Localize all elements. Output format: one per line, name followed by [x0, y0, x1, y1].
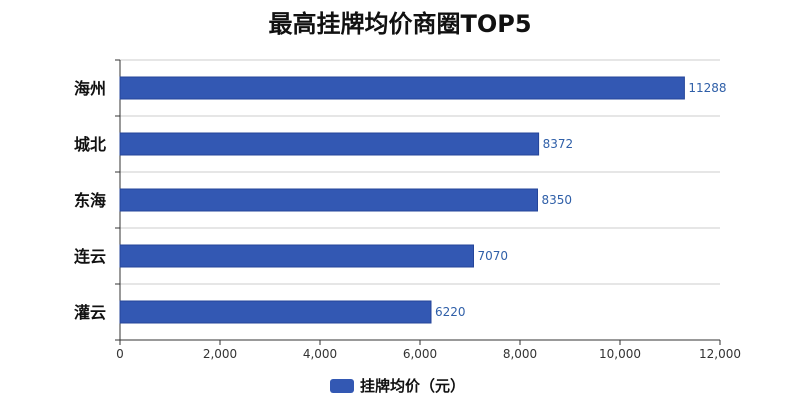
x-tick-label: 0 — [116, 347, 124, 361]
x-tick-label: 10,000 — [599, 347, 641, 361]
data-label: 8350 — [542, 193, 573, 207]
category-label: 海州 — [74, 79, 106, 98]
category-label: 连云 — [74, 247, 106, 266]
category-label: 城北 — [74, 135, 106, 154]
x-tick-label: 6,000 — [403, 347, 437, 361]
data-label: 11288 — [688, 81, 726, 95]
legend-label: 挂牌均价（元） — [360, 377, 465, 395]
chart-title: 最高挂牌均价商圈TOP5 — [268, 10, 532, 38]
legend-swatch — [330, 379, 354, 393]
data-label: 8372 — [543, 137, 574, 151]
bar — [119, 300, 432, 324]
x-tick-label: 4,000 — [303, 347, 337, 361]
bar — [119, 188, 538, 212]
data-label: 7070 — [478, 249, 509, 263]
category-label: 灌云 — [74, 303, 106, 322]
data-label: 6220 — [435, 305, 466, 319]
bar — [119, 76, 685, 100]
x-tick-label: 2,000 — [203, 347, 237, 361]
bar — [119, 244, 474, 268]
bar — [119, 132, 540, 156]
x-tick-label: 8,000 — [503, 347, 537, 361]
category-label: 东海 — [74, 191, 106, 210]
x-tick-label: 12,000 — [699, 347, 741, 361]
